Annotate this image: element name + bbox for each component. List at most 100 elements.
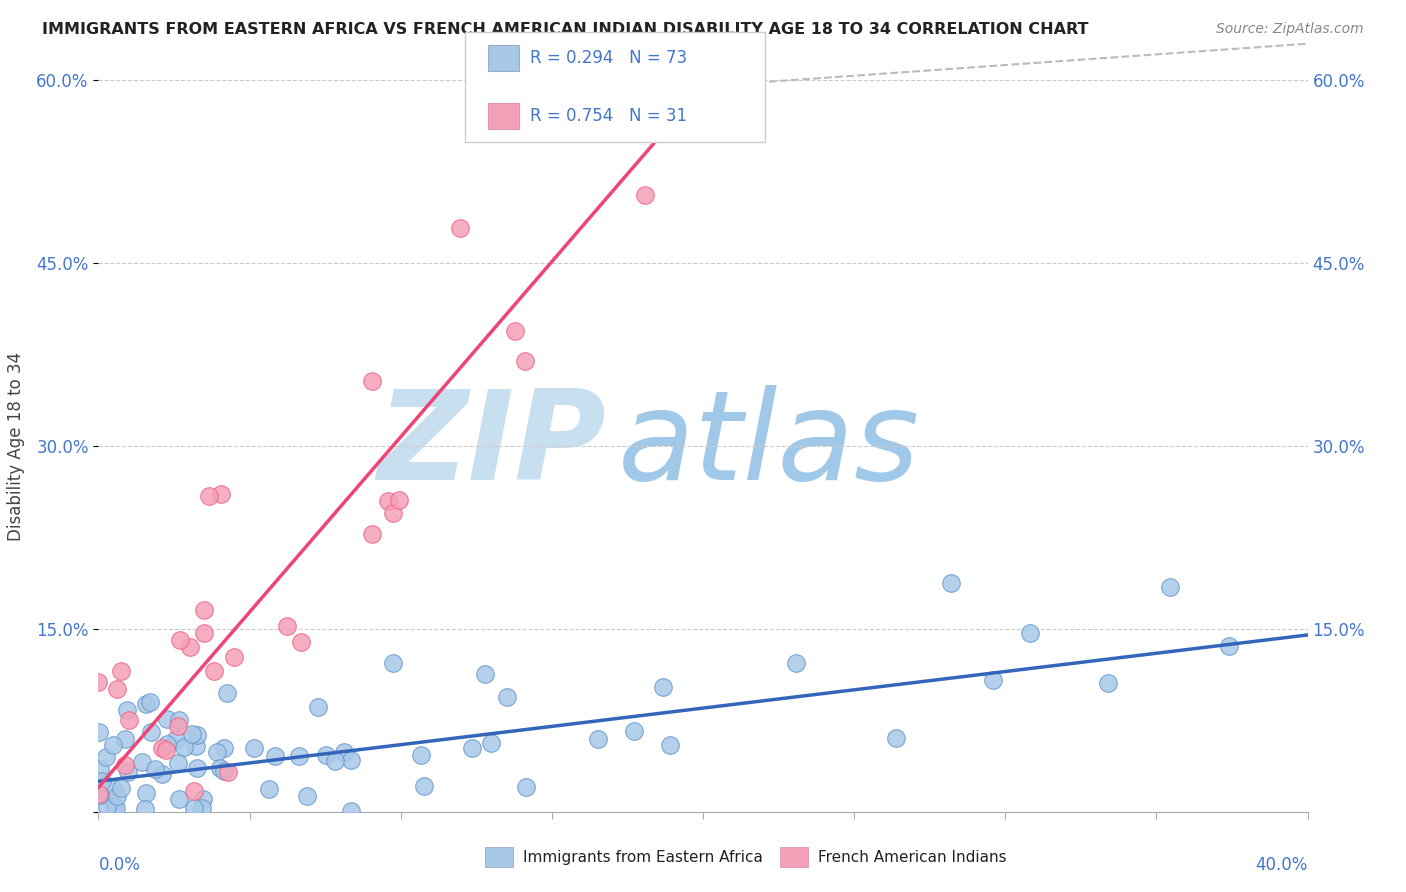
Point bbox=[243, 740, 266, 755]
Point bbox=[586, 732, 609, 747]
Point bbox=[183, 784, 205, 798]
Point bbox=[939, 575, 962, 590]
Point bbox=[479, 736, 502, 750]
Point bbox=[118, 713, 141, 727]
Point bbox=[205, 745, 228, 759]
Point bbox=[104, 801, 127, 815]
Point bbox=[981, 673, 1004, 688]
Point bbox=[180, 727, 202, 741]
Point bbox=[257, 782, 280, 797]
Text: Immigrants from Eastern Africa: Immigrants from Eastern Africa bbox=[523, 850, 763, 864]
Point bbox=[460, 741, 482, 756]
Point bbox=[388, 493, 411, 508]
Point bbox=[169, 632, 191, 647]
Point bbox=[217, 686, 239, 700]
Point bbox=[1019, 626, 1042, 640]
Point bbox=[1097, 675, 1119, 690]
Point bbox=[496, 690, 519, 704]
Point bbox=[449, 221, 471, 235]
Point bbox=[204, 664, 226, 678]
Point bbox=[212, 764, 235, 778]
Point bbox=[659, 738, 682, 752]
Point bbox=[94, 750, 117, 764]
Point bbox=[474, 666, 496, 681]
Text: 40.0%: 40.0% bbox=[1256, 855, 1308, 873]
Point bbox=[139, 725, 162, 739]
Point bbox=[135, 697, 157, 711]
Point bbox=[209, 487, 232, 501]
Point bbox=[167, 756, 190, 771]
Point bbox=[103, 739, 125, 753]
Point bbox=[217, 764, 239, 779]
Point bbox=[884, 731, 907, 745]
Point bbox=[117, 764, 139, 779]
Point bbox=[186, 761, 208, 775]
Point bbox=[105, 789, 128, 803]
Point bbox=[138, 695, 160, 709]
Point bbox=[91, 774, 114, 789]
Text: 0.0%: 0.0% bbox=[98, 855, 141, 873]
Point bbox=[101, 782, 124, 797]
Point bbox=[315, 748, 337, 763]
Point bbox=[167, 714, 190, 728]
Point bbox=[96, 800, 118, 814]
Point bbox=[134, 802, 156, 816]
Point bbox=[167, 791, 190, 805]
Point bbox=[290, 634, 312, 648]
Point bbox=[150, 741, 173, 756]
Point bbox=[183, 801, 205, 815]
Point bbox=[186, 728, 208, 742]
Point bbox=[288, 748, 311, 763]
Point bbox=[103, 799, 125, 814]
Point bbox=[1218, 640, 1240, 654]
Point bbox=[513, 354, 536, 368]
Text: Source: ZipAtlas.com: Source: ZipAtlas.com bbox=[1216, 22, 1364, 37]
Point bbox=[110, 664, 132, 678]
Point bbox=[785, 656, 807, 670]
Point bbox=[156, 713, 179, 727]
Point bbox=[412, 780, 434, 794]
Point bbox=[339, 804, 361, 818]
Text: IMMIGRANTS FROM EASTERN AFRICA VS FRENCH AMERICAN INDIAN DISABILITY AGE 18 TO 34: IMMIGRANTS FROM EASTERN AFRICA VS FRENCH… bbox=[42, 22, 1088, 37]
Point bbox=[212, 740, 235, 755]
Point bbox=[173, 740, 195, 755]
Point bbox=[276, 618, 298, 632]
Point bbox=[377, 494, 399, 508]
Point bbox=[143, 762, 166, 776]
Point bbox=[1159, 580, 1181, 594]
Point bbox=[382, 506, 405, 520]
Point bbox=[165, 732, 187, 747]
Point bbox=[222, 650, 245, 665]
Point bbox=[89, 787, 111, 801]
Point bbox=[295, 789, 318, 804]
Point bbox=[87, 675, 110, 690]
Point bbox=[651, 680, 673, 694]
Point bbox=[156, 737, 179, 751]
Point bbox=[105, 682, 128, 697]
Point bbox=[155, 743, 177, 757]
Point bbox=[198, 489, 221, 503]
Point bbox=[115, 703, 138, 717]
Text: R = 0.294   N = 73: R = 0.294 N = 73 bbox=[530, 49, 688, 67]
Point bbox=[361, 374, 384, 388]
Point bbox=[209, 761, 232, 775]
Text: French American Indians: French American Indians bbox=[818, 850, 1007, 864]
Point bbox=[634, 187, 657, 202]
Point bbox=[503, 324, 526, 338]
Point bbox=[323, 754, 346, 768]
Point bbox=[184, 739, 207, 753]
Point bbox=[167, 718, 190, 732]
Point bbox=[150, 767, 173, 781]
Point bbox=[555, 110, 578, 124]
Point bbox=[264, 748, 287, 763]
Point bbox=[515, 780, 537, 795]
Point bbox=[409, 748, 432, 763]
Text: atlas: atlas bbox=[619, 385, 921, 507]
Point bbox=[623, 724, 645, 739]
Point bbox=[89, 762, 111, 776]
Point bbox=[340, 753, 363, 767]
Point bbox=[114, 731, 136, 746]
Point bbox=[135, 787, 157, 801]
Text: ZIP: ZIP bbox=[378, 385, 606, 507]
Point bbox=[87, 725, 110, 739]
